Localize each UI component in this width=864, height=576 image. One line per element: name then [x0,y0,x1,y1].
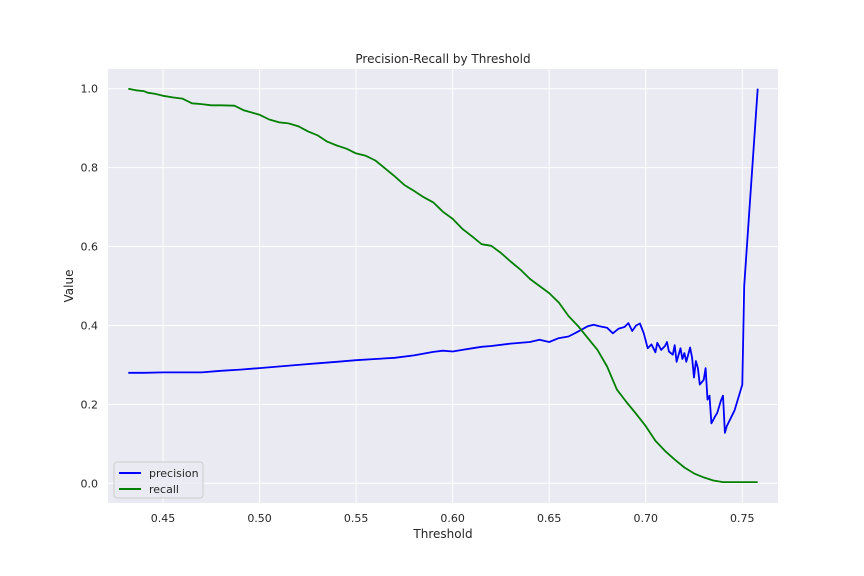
y-tick-label: 0.6 [81,241,99,254]
x-tick-label: 0.70 [633,512,658,525]
y-tick-label: 0.0 [81,477,99,490]
y-tick-label: 0.8 [81,162,99,175]
gridlines [108,69,778,503]
x-tick-label: 0.65 [537,512,562,525]
x-tick-label: 0.75 [730,512,755,525]
plot-area [108,69,778,503]
x-tick-label: 0.60 [440,512,465,525]
x-tick-label: 0.50 [247,512,272,525]
y-tick-label: 1.0 [81,83,99,96]
series-line-recall [128,87,758,484]
legend-label-precision: precision [149,467,199,480]
y-tick-label: 0.4 [81,319,99,332]
x-tick-label: 0.45 [151,512,176,525]
chart-title: Precision-Recall by Threshold [355,52,530,66]
y-axis-label: Value [62,270,76,303]
x-tick-label: 0.55 [344,512,369,525]
series-layer [128,87,759,484]
y-tick-label: 0.2 [81,398,99,411]
x-axis-label: Threshold [412,527,472,541]
legend: precision recall [113,461,204,499]
y-axis-ticks: 0.0 0.2 0.4 0.6 0.8 1.0 [81,83,99,491]
series-line-precision [128,88,759,434]
x-axis-ticks: 0.45 0.50 0.55 0.60 0.65 0.70 0.75 [151,512,755,525]
legend-label-recall: recall [149,483,179,496]
